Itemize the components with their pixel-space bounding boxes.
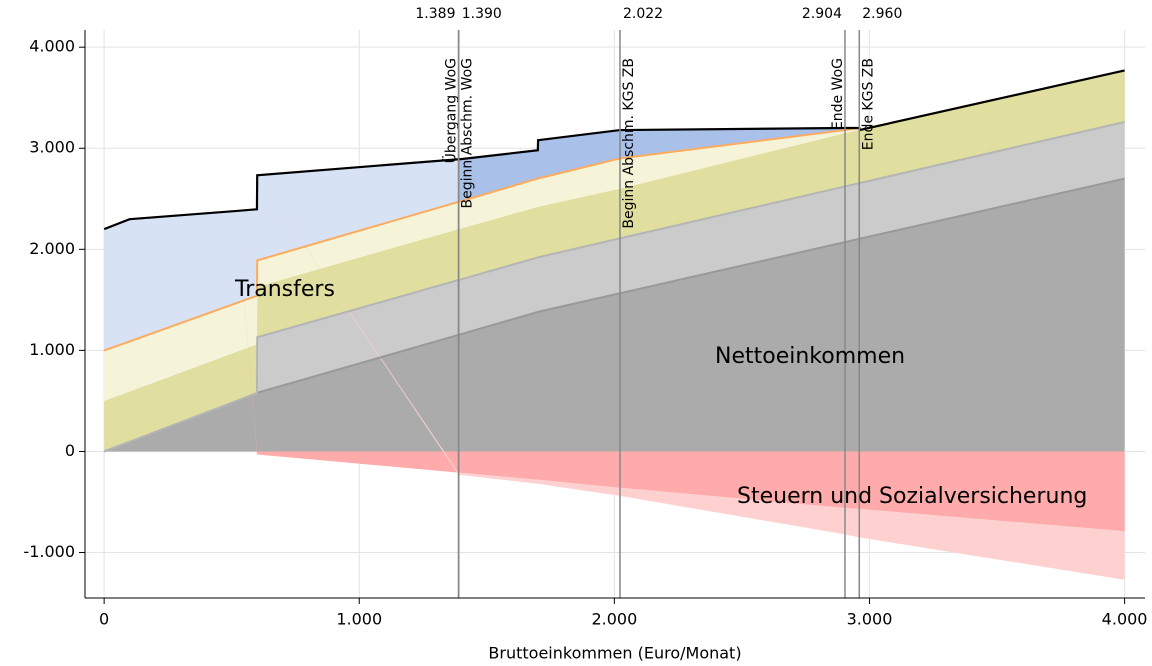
- marker-label: 2.904: [802, 6, 842, 22]
- x-tick-label: 2.000: [591, 610, 637, 629]
- marker-note: Beginn Abschm. WoG: [460, 58, 476, 209]
- area: [104, 175, 1125, 580]
- area: [104, 70, 1125, 230]
- y-tick-label: 2.000: [29, 239, 75, 258]
- y-tick-label: 1.000: [29, 340, 75, 359]
- area: [104, 121, 1125, 452]
- marker-label: 2.022: [623, 6, 663, 22]
- area-edge: [103, 120, 1125, 453]
- marker-label: 1.390: [462, 6, 502, 22]
- y-tick-label: 4.000: [29, 37, 75, 56]
- marker-note: Übergang WoG: [441, 58, 459, 163]
- area: [104, 70, 1125, 452]
- marker-note: Ende WoG: [830, 58, 846, 130]
- x-tick-label: 3.000: [847, 610, 893, 629]
- series-label: Transfers: [234, 277, 335, 302]
- marker-label: 2.960: [862, 6, 902, 22]
- y-tick-label: 0: [65, 441, 75, 460]
- total-line: [103, 69, 1125, 231]
- marker-note: Beginn Abschm. KGS ZB: [621, 58, 637, 229]
- marker-note: Ende KGS ZB: [860, 58, 876, 150]
- area: [104, 178, 1125, 452]
- marker-label: 1.389: [415, 6, 455, 22]
- x-axis-label: Bruttoeinkommen (Euro/Monat): [488, 644, 741, 663]
- x-tick-label: 4.000: [1102, 610, 1148, 629]
- area: [104, 70, 1125, 351]
- series-label: Steuern und Sozialversicherung: [737, 484, 1087, 509]
- series-label: Nettoeinkommen: [715, 344, 905, 369]
- y-tick-label: 3.000: [29, 138, 75, 157]
- x-tick-label: 0: [99, 610, 109, 629]
- y-tick-label: -1.000: [23, 542, 75, 561]
- x-tick-label: 1.000: [336, 610, 382, 629]
- area: [104, 210, 1125, 532]
